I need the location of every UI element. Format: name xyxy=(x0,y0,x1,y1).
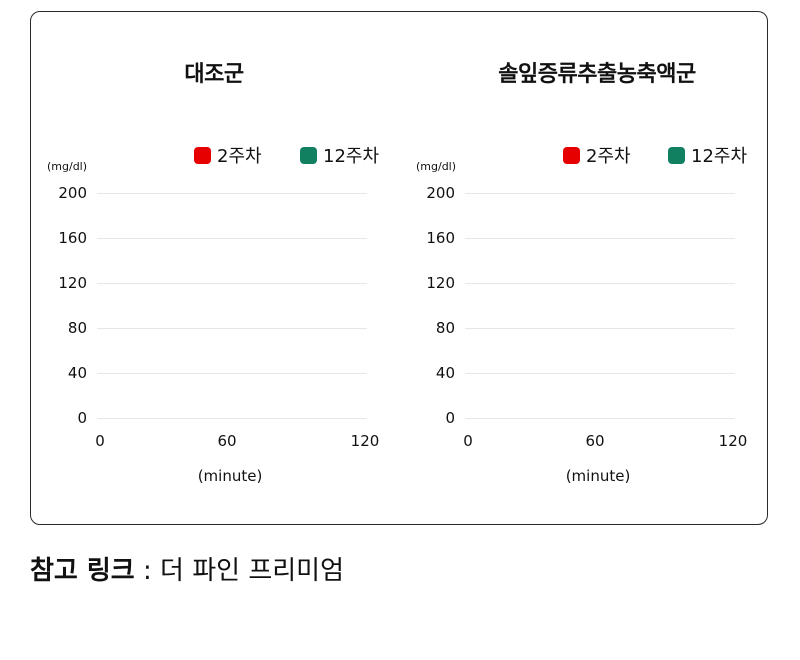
y-axis-unit: (mg/dl) xyxy=(416,160,457,173)
legend-label-week2: 2주차 xyxy=(217,146,262,167)
reference-separator: : xyxy=(134,556,161,586)
y-tick-label: 0 xyxy=(445,409,455,427)
legend-item-week2: 2주차 xyxy=(194,142,262,168)
chart-title: 솔잎증류추출농축액군 xyxy=(498,62,696,87)
legend-item-week2: 2주차 xyxy=(563,142,631,168)
gridline xyxy=(465,193,735,194)
y-tick-label: 200 xyxy=(426,184,455,202)
gridline xyxy=(97,193,367,194)
gridline xyxy=(97,373,367,374)
y-axis-unit: (mg/dl) xyxy=(47,160,88,173)
x-tick-label: 60 xyxy=(585,432,605,450)
y-tick-label: 120 xyxy=(58,274,87,292)
gridline xyxy=(97,283,367,284)
y-tick-label: 160 xyxy=(58,229,87,247)
y-tick-label: 40 xyxy=(435,364,455,382)
legend-label-week12: 12주차 xyxy=(323,146,380,167)
reference-link-caption: 참고 링크 : 더 파인 프리미엄 xyxy=(30,550,344,587)
x-axis-label: (minute) xyxy=(565,467,631,485)
legend-swatch-week12 xyxy=(668,146,685,164)
gridline xyxy=(97,418,367,419)
reference-label: 참고 링크 xyxy=(30,556,135,586)
gridline xyxy=(465,283,735,284)
gridline xyxy=(465,418,735,419)
x-axis-label: (minute) xyxy=(197,467,263,485)
y-tick-label: 80 xyxy=(67,319,87,337)
legend-label-week2: 2주차 xyxy=(586,146,631,167)
legend-label-week12: 12주차 xyxy=(691,146,748,167)
y-tick-label: 160 xyxy=(426,229,455,247)
gridline xyxy=(465,238,735,239)
x-tick-label: 120 xyxy=(350,432,380,450)
reference-link[interactable]: 더 파인 프리미엄 xyxy=(160,556,345,586)
legend-swatch-week12 xyxy=(300,146,317,164)
legend-swatch-week2 xyxy=(563,146,580,164)
gridline xyxy=(465,373,735,374)
legend-swatch-week2 xyxy=(194,146,211,164)
x-tick-label: 0 xyxy=(95,432,105,450)
gridline xyxy=(97,328,367,329)
y-tick-label: 120 xyxy=(426,274,455,292)
gridline xyxy=(465,328,735,329)
y-tick-label: 0 xyxy=(77,409,87,427)
x-tick-label: 120 xyxy=(718,432,748,450)
y-tick-label: 40 xyxy=(67,364,87,382)
gridline xyxy=(97,238,367,239)
x-tick-label: 60 xyxy=(217,432,237,450)
legend-item-week12: 12주차 xyxy=(300,142,379,168)
y-tick-label: 80 xyxy=(435,319,455,337)
x-tick-label: 0 xyxy=(463,432,473,450)
legend-item-week12: 12주차 xyxy=(668,142,747,168)
chart-card: 대조군 2주차 12주차 (mg/dl) 200 160 120 80 40 0… xyxy=(30,11,768,525)
chart-title: 대조군 xyxy=(184,62,244,87)
y-tick-label: 200 xyxy=(58,184,87,202)
